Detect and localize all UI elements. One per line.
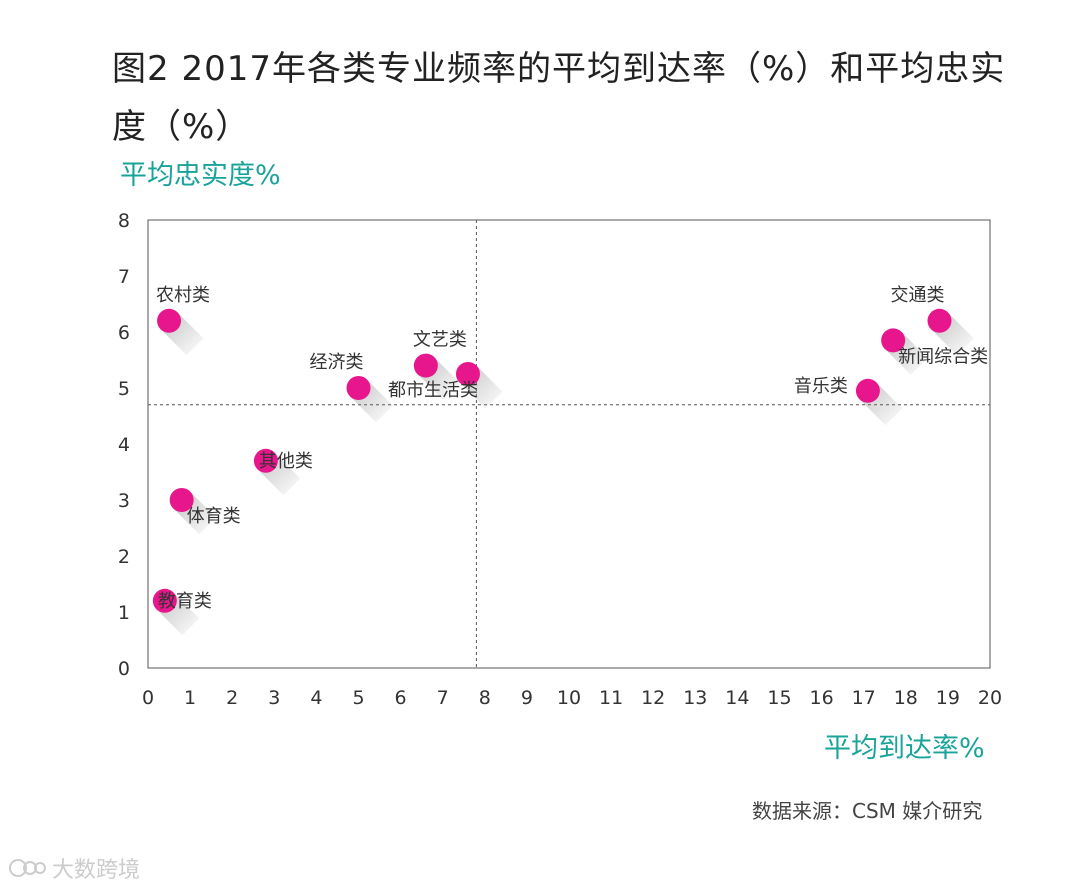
x-tick-label: 19 xyxy=(936,687,960,709)
point-label: 经济类 xyxy=(310,352,364,373)
x-axis-label: 平均到达率% xyxy=(824,733,985,764)
point-marker xyxy=(927,308,952,333)
point-label: 音乐类 xyxy=(794,376,848,397)
point-marker xyxy=(169,488,194,512)
point-marker xyxy=(253,448,278,473)
point-marker xyxy=(881,328,906,353)
point-label: 农村类 xyxy=(156,285,210,306)
y-tick-label: 2 xyxy=(118,546,130,568)
y-tick-label: 7 xyxy=(118,266,130,288)
point-marker xyxy=(855,378,880,403)
point-label: 其他类 xyxy=(259,451,313,472)
y-tick-label: 3 xyxy=(118,490,130,512)
data-point: 文艺类 xyxy=(413,330,467,400)
point-marker xyxy=(455,362,480,386)
x-tick-label: 15 xyxy=(767,687,791,709)
point-label: 新闻综合类 xyxy=(898,346,988,367)
x-tick-label: 13 xyxy=(683,687,707,709)
x-tick-label: 17 xyxy=(852,687,876,709)
point-marker xyxy=(157,308,182,333)
y-tick-label: 4 xyxy=(118,434,130,456)
point-label: 体育类 xyxy=(187,506,241,527)
x-tick-label: 5 xyxy=(352,687,364,709)
y-axis-label: 平均忠实度% xyxy=(120,160,281,191)
x-tick-label: 9 xyxy=(521,687,533,709)
y-tick-label: 1 xyxy=(118,602,130,624)
point-marker xyxy=(152,588,177,613)
data-point: 其他类 xyxy=(253,448,313,496)
x-tick-label: 16 xyxy=(810,687,834,709)
data-point: 交通类 xyxy=(890,285,974,356)
point-label: 文艺类 xyxy=(413,330,467,351)
x-tick-label: 18 xyxy=(894,687,918,709)
y-tick-label: 6 xyxy=(118,322,130,344)
watermark-logo-icon xyxy=(9,859,46,877)
x-tick-label: 14 xyxy=(725,687,749,709)
point-marker xyxy=(413,353,438,378)
x-tick-label: 3 xyxy=(268,687,280,709)
data-point: 经济类 xyxy=(310,352,393,423)
y-tick-label: 0 xyxy=(118,658,130,680)
data-point: 农村类 xyxy=(156,285,210,356)
data-source: 数据来源：CSM 媒介研究 xyxy=(752,799,983,823)
x-tick-label: 11 xyxy=(599,687,623,709)
x-tick-label: 4 xyxy=(310,687,322,709)
data-point: 体育类 xyxy=(169,488,241,535)
point-label: 都市生活类 xyxy=(388,380,478,401)
x-tick-label: 20 xyxy=(978,687,1002,709)
data-point: 音乐类 xyxy=(794,376,903,426)
point-label: 交通类 xyxy=(890,285,944,306)
y-tick-label: 8 xyxy=(118,210,130,232)
x-tick-label: 12 xyxy=(641,687,665,709)
watermark: 大数跨境 xyxy=(8,852,140,884)
x-tick-label: 7 xyxy=(437,687,449,709)
x-tick-label: 0 xyxy=(142,687,154,709)
x-tick-label: 2 xyxy=(226,687,238,709)
point-label: 教育类 xyxy=(158,591,212,612)
x-tick-label: 8 xyxy=(479,687,491,709)
plot-area xyxy=(147,219,991,669)
x-tick-label: 6 xyxy=(395,687,407,709)
x-tick-label: 10 xyxy=(557,687,581,709)
y-tick-label: 5 xyxy=(118,378,130,400)
x-tick-label: 1 xyxy=(184,687,196,709)
point-marker xyxy=(346,376,371,400)
data-point: 新闻综合类 xyxy=(881,328,988,375)
data-point: 教育类 xyxy=(152,588,212,636)
data-point: 都市生活类 xyxy=(388,362,503,409)
chart-title: 图2 2017年各类专业频率的平均到达率（%）和平均忠实度（%） xyxy=(112,49,1006,147)
watermark-text: 大数跨境 xyxy=(52,858,141,883)
